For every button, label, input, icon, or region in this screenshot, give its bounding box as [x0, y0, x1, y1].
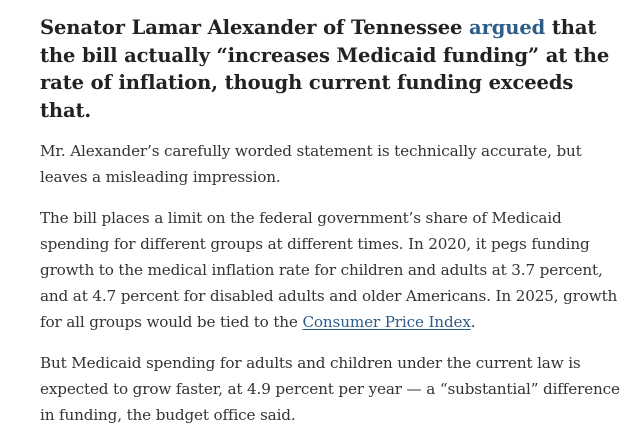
paragraph-spending-growth: But Medicaid spending for adults and chi… — [40, 354, 620, 424]
article-excerpt: Senator Lamar Alexander of Tennessee arg… — [40, 14, 630, 443]
paragraph-statement: Mr. Alexander’s carefully worded stateme… — [40, 142, 582, 186]
paragraph-bill-limits-text: The bill places a limit on the federal g… — [40, 209, 618, 331]
paragraph-bill-limits-end: . — [470, 313, 476, 331]
consumer-price-index-link[interactable]: Consumer Price Index — [302, 313, 471, 331]
paragraph-bill-limits: The bill places a limit on the federal g… — [40, 205, 630, 335]
heading-text-end: that the bill actually “increases Medica… — [40, 16, 610, 122]
article-subheading: Senator Lamar Alexander of Tennessee arg… — [40, 14, 630, 124]
argued-link[interactable]: argued — [469, 16, 546, 39]
heading-text-start: Senator Lamar Alexander of Tennessee — [40, 16, 470, 39]
